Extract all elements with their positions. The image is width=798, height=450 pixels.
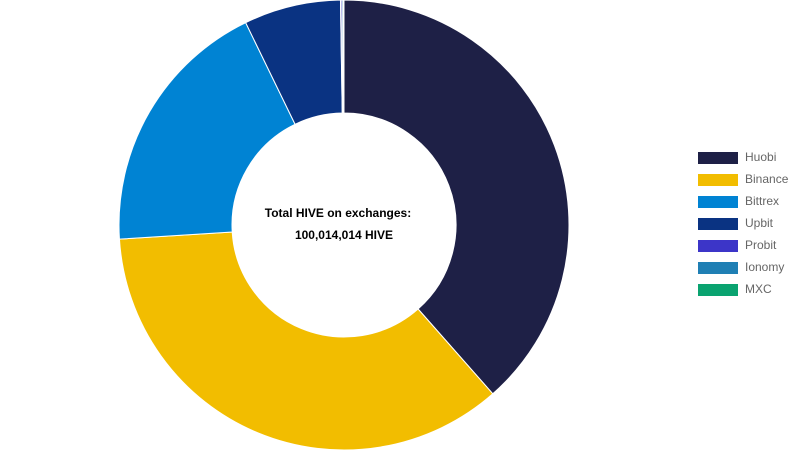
center-title: Total HIVE on exchanges: <box>265 206 411 220</box>
slice <box>118 21 296 240</box>
legend-swatch <box>698 174 738 186</box>
legend-swatch <box>698 284 738 296</box>
slice <box>343 0 570 395</box>
legend-label: Huobi <box>745 150 776 164</box>
legend-label: Probit <box>745 238 777 252</box>
legend-swatch <box>698 262 738 274</box>
legend-label: Bittrex <box>745 194 779 208</box>
slice <box>118 231 494 450</box>
legend-label: Binance <box>745 172 789 186</box>
legend-swatch <box>698 218 738 230</box>
legend-label: Ionomy <box>745 260 784 274</box>
slice <box>342 0 345 114</box>
legend-swatch <box>698 240 738 252</box>
legend-label: Upbit <box>745 216 774 230</box>
center-total: 100,014,014 HIVE <box>295 228 393 242</box>
legend-swatch <box>698 196 738 208</box>
legend-swatch <box>698 152 738 164</box>
legend-label: MXC <box>745 282 772 296</box>
